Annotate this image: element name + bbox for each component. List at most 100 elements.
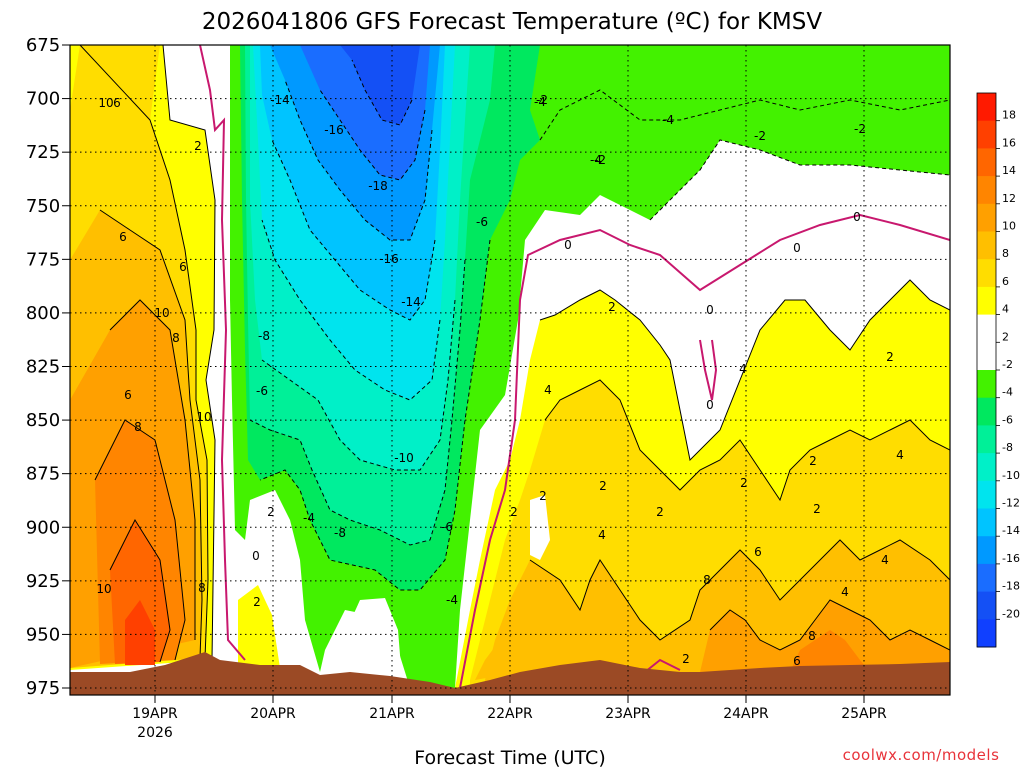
contour-label: 6 — [119, 230, 127, 244]
y-tick-label: 900 — [26, 517, 60, 538]
x-axis: 19APR 20APR 21APR 22APR 23APR 24APR 25APR 2026 — [132, 706, 887, 741]
plot-frame — [69, 44, 951, 696]
colorbar-swatch — [977, 342, 996, 371]
contour-label: -14 — [270, 93, 290, 107]
contour-minus18 — [351, 59, 413, 126]
freezing-line-label: 0 — [853, 210, 861, 224]
contour-minus10 — [261, 219, 441, 401]
y-axis: 675 700 725 750 775 800 825 850 875 900 925 950 975 — [26, 35, 60, 699]
contour-label: 2 — [809, 454, 817, 468]
freezing-line-23apr-cell — [699, 339, 718, 401]
colorbar-label: 2 — [1002, 330, 1009, 343]
contour-label: -8 — [258, 329, 270, 343]
contour-label: -4 — [446, 593, 458, 607]
colorbar-label: 8 — [1002, 247, 1009, 260]
contour-minus8 — [261, 299, 456, 471]
colorbar-label: -16 — [1002, 552, 1020, 565]
region-10-12-25apr — [790, 630, 870, 672]
colorbar-label: 10 — [1002, 220, 1016, 233]
colorbar-label: 4 — [1002, 303, 1009, 316]
contour-label: 8 — [808, 629, 816, 643]
colorbar-swatch — [977, 591, 996, 620]
colorbar-label: 16 — [1002, 136, 1016, 149]
contour-10-west — [94, 419, 186, 661]
contour-label: -16 — [324, 123, 344, 137]
colorbar: 18 16 14 12 10 8 6 4 2 -2 -4 -6 -8 -10 -12 -14 -16 -18 -20 — [976, 92, 1020, 648]
contour-label: 8 — [134, 420, 142, 434]
region-14-16-19apr — [125, 600, 155, 665]
contour-label: 2 — [510, 505, 518, 519]
colorbar-label: -20 — [1002, 607, 1020, 620]
y-tick-label: 850 — [26, 410, 60, 431]
y-tick-label: 775 — [26, 249, 60, 270]
x-tick-label: 23APR — [605, 706, 651, 722]
y-tick-label: 975 — [26, 678, 60, 699]
contour-6-west — [99, 209, 203, 659]
x-tick-label: 25APR — [841, 706, 887, 722]
x-year-label: 2026 — [137, 725, 173, 741]
contour-label: -4 — [303, 511, 315, 525]
contour-label: -4 — [662, 113, 674, 127]
contour-minus6 — [249, 259, 466, 546]
contour-label: 4 — [881, 553, 889, 567]
contour-label: 2 — [813, 502, 821, 516]
colorbar-label: 14 — [1002, 164, 1016, 177]
contour-label: 6 — [793, 654, 801, 668]
colorbar-swatch — [977, 370, 996, 399]
contour-label: 8 — [172, 331, 180, 345]
y-tick-label: 675 — [26, 35, 60, 56]
cold-region-minus18 — [340, 45, 420, 125]
colorbar-swatch — [977, 480, 996, 509]
contour-label: 2 — [539, 489, 547, 503]
contour-8-west — [109, 299, 196, 640]
colorbar-label: -18 — [1002, 580, 1020, 593]
colorbar-swatch — [977, 397, 996, 426]
y-tick-label: 725 — [26, 142, 60, 163]
colorbar-swatch — [977, 231, 996, 260]
y-tick-label: 950 — [26, 624, 60, 645]
contour-label: 8 — [703, 573, 711, 587]
contour-label: -2 — [754, 129, 766, 143]
freezing-line-label: 0 — [706, 303, 714, 317]
colorbar-label: -8 — [1002, 441, 1013, 454]
colorbar-label: -10 — [1002, 469, 1020, 482]
contour-label: -6 — [441, 520, 453, 534]
contour-label: 6 — [113, 96, 121, 110]
x-tick-label: 24APR — [723, 706, 769, 722]
freezing-line-20apr — [199, 45, 246, 661]
contour-label: 2 — [253, 595, 261, 609]
contour-8-east — [709, 599, 950, 651]
contour-12-west — [109, 518, 171, 663]
colorbar-swatch — [977, 176, 996, 205]
colorbar-swatch — [977, 314, 996, 343]
contour-labels: -14-16-18-16-14-8-6-10-8 -6-4-4-2-4-6-4-4… — [96, 93, 903, 668]
contour-label: 4 — [841, 585, 849, 599]
contour-label: -4 — [534, 95, 546, 109]
contour-label: -2 — [594, 153, 606, 167]
colorbar-swatch — [977, 536, 996, 565]
colorbar-label: 18 — [1002, 109, 1016, 122]
credit-link[interactable]: coolwx.com/models — [843, 746, 1000, 764]
y-tick-label: 925 — [26, 571, 60, 592]
freezing-line-22-25apr — [459, 213, 950, 689]
colorbar-label: -4 — [1002, 386, 1013, 399]
contour-label: -16 — [379, 252, 399, 266]
contour-label: 6 — [124, 388, 132, 402]
contour-minus2-north — [649, 139, 950, 221]
colorbar-label: -14 — [1002, 524, 1020, 537]
warm-pocket-21apr — [342, 598, 402, 680]
contour-label: 4 — [739, 362, 747, 376]
colorbar-swatch — [977, 619, 996, 648]
contour-label: -10 — [394, 451, 414, 465]
colorbar-swatch — [977, 120, 996, 149]
contour-2-west — [162, 45, 216, 661]
contour-label: 4 — [544, 383, 552, 397]
freezing-line-label: 0 — [706, 398, 714, 412]
colorbar-swatch — [977, 286, 996, 316]
colorbar-swatch — [977, 259, 996, 288]
colorbar-swatch — [977, 563, 996, 593]
contour-label: 2 — [599, 479, 607, 493]
colorbar-swatch — [977, 93, 996, 122]
freezing-line-label: 0 — [252, 549, 260, 563]
